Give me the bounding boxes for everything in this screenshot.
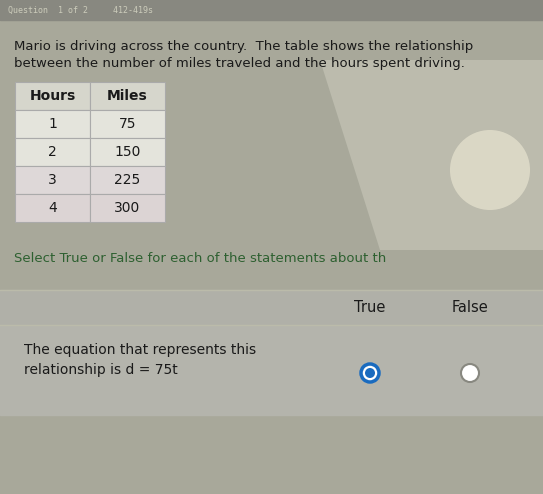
Text: 3: 3 bbox=[48, 173, 57, 187]
Text: Mario is driving across the country.  The table shows the relationship: Mario is driving across the country. The… bbox=[14, 40, 473, 53]
Bar bbox=[90, 138, 165, 166]
Text: Miles: Miles bbox=[107, 89, 148, 103]
Bar bbox=[90, 194, 165, 222]
Text: 4: 4 bbox=[48, 201, 57, 215]
Circle shape bbox=[461, 364, 479, 382]
Text: Hours: Hours bbox=[29, 89, 75, 103]
Bar bbox=[0, 290, 543, 325]
Bar bbox=[15, 138, 90, 166]
Text: 225: 225 bbox=[115, 173, 141, 187]
Bar bbox=[0, 325, 543, 415]
Text: 150: 150 bbox=[115, 145, 141, 159]
Text: 300: 300 bbox=[115, 201, 141, 215]
Text: 1: 1 bbox=[48, 117, 57, 131]
Text: between the number of miles traveled and the hours spent driving.: between the number of miles traveled and… bbox=[14, 57, 465, 70]
Text: Select True or False for each of the statements about th: Select True or False for each of the sta… bbox=[14, 252, 386, 265]
Text: False: False bbox=[452, 299, 488, 315]
Bar bbox=[90, 82, 165, 110]
Text: 75: 75 bbox=[119, 117, 136, 131]
Bar bbox=[0, 0, 543, 20]
Text: The equation that represents this: The equation that represents this bbox=[24, 343, 256, 357]
Polygon shape bbox=[320, 60, 543, 250]
Circle shape bbox=[365, 368, 375, 378]
Bar bbox=[0, 415, 543, 494]
Circle shape bbox=[450, 130, 530, 210]
Text: 2: 2 bbox=[48, 145, 57, 159]
Bar bbox=[90, 166, 165, 194]
Bar bbox=[15, 110, 90, 138]
Bar bbox=[15, 194, 90, 222]
Circle shape bbox=[361, 364, 379, 382]
Text: Question  1 of 2     412-419s: Question 1 of 2 412-419s bbox=[8, 5, 153, 14]
Text: relationship is d = 75t: relationship is d = 75t bbox=[24, 363, 178, 377]
Bar bbox=[90, 110, 165, 138]
Text: True: True bbox=[355, 299, 386, 315]
Bar bbox=[15, 166, 90, 194]
Bar bbox=[15, 82, 90, 110]
